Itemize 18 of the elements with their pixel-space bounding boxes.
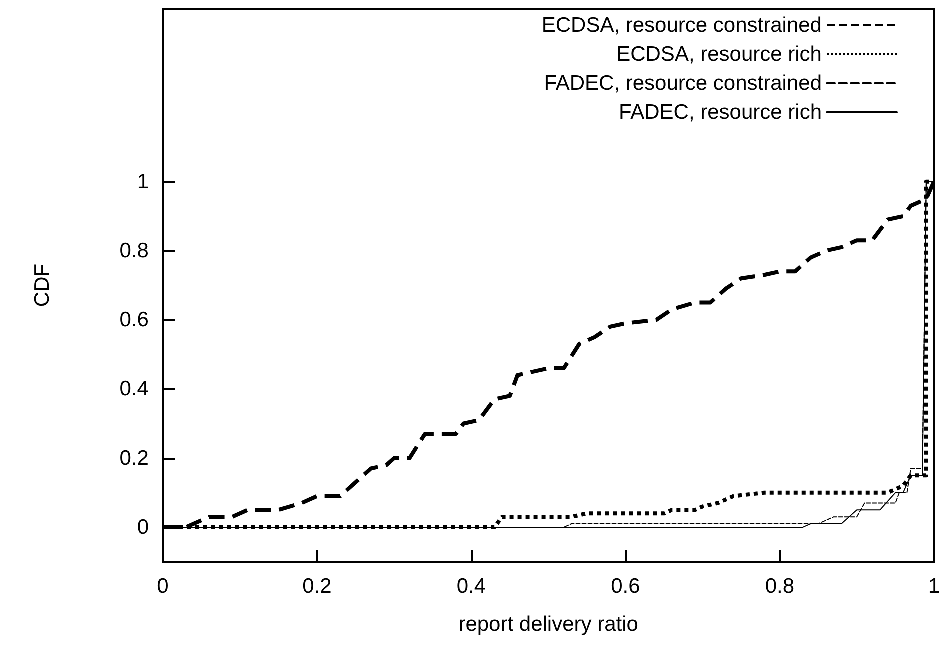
y-tick-label: 0 [137,516,149,539]
x-tick-label: 0.8 [765,575,795,598]
x-tick-label: 0.4 [456,575,486,598]
y-axis-title: CDF [31,264,54,308]
x-tick-label: 1 [928,575,940,598]
legend-label: FADEC, resource constrained [544,72,822,95]
x-axis-title: report delivery ratio [458,613,638,636]
x-tick-label: 0.2 [302,575,332,598]
legend-label: ECDSA, resource rich [616,43,822,66]
y-tick-label: 1 [137,170,149,194]
y-tick-label: 0.8 [120,239,149,262]
y-tick-label: 0.4 [120,378,150,401]
x-tick-label: 0 [157,575,169,598]
x-tick-label: 0.6 [611,575,640,598]
y-tick-label: 0.6 [120,308,149,332]
legend-label: FADEC, resource rich [618,101,822,124]
y-tick-label: 0.2 [120,446,149,470]
legend-label: ECDSA, resource constrained [542,14,822,37]
